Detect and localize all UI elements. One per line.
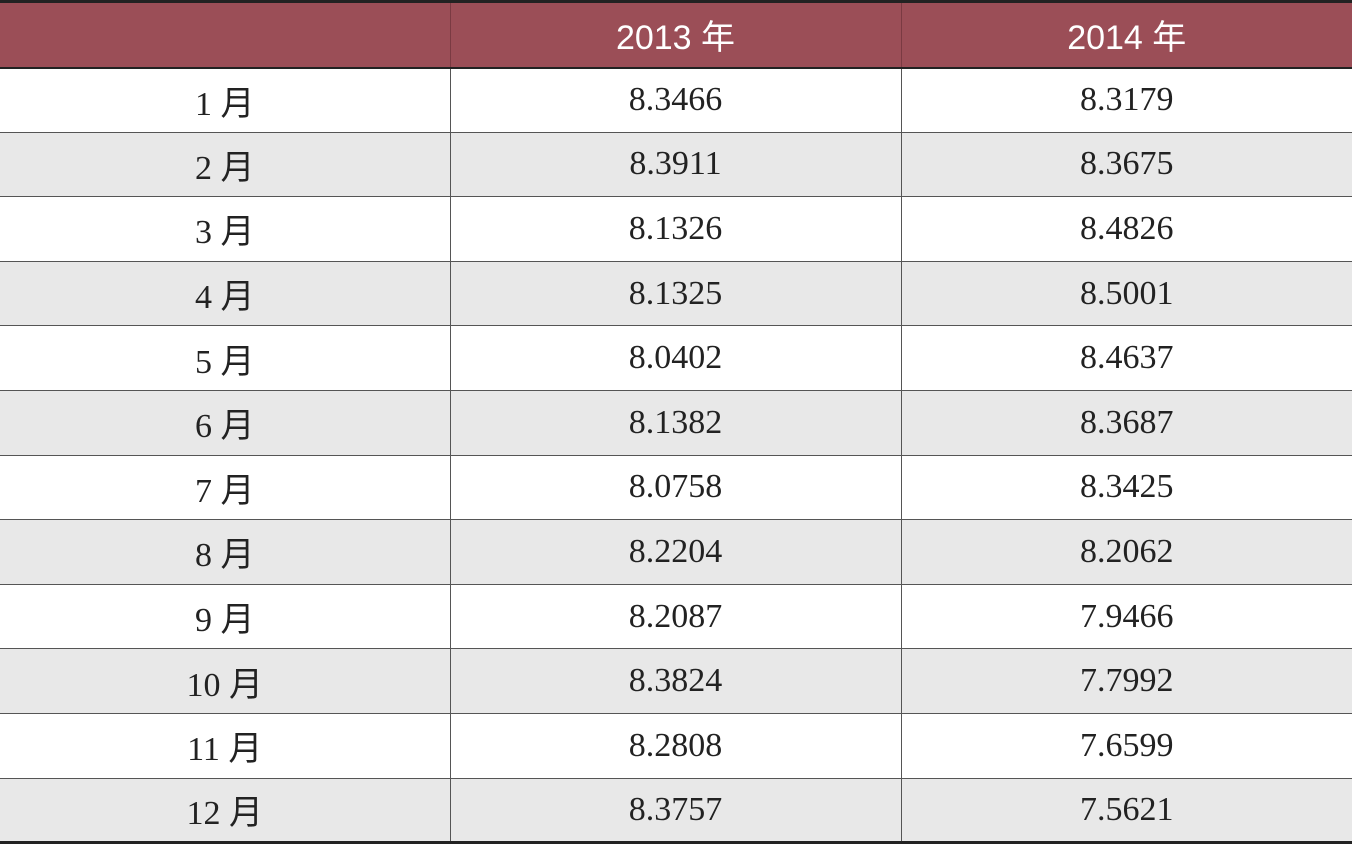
value-2013-cell: 8.0402 bbox=[449, 325, 901, 391]
value-2014-cell: 8.3179 bbox=[900, 67, 1352, 133]
table-body: 1 月 8.3466 8.3179 2 月 8.3911 8.3675 3 月 … bbox=[0, 67, 1352, 844]
month-cell: 3 月 bbox=[0, 196, 450, 262]
header-cell-month bbox=[0, 0, 450, 69]
month-cell: 4 月 bbox=[0, 261, 450, 327]
value-2013-cell: 8.0758 bbox=[449, 455, 901, 521]
value-2014-cell: 8.3675 bbox=[900, 132, 1352, 198]
table-row: 2 月 8.3911 8.3675 bbox=[0, 132, 1352, 198]
month-cell: 5 月 bbox=[0, 325, 450, 391]
month-cell: 10 月 bbox=[0, 648, 450, 714]
table-row: 4 月 8.1325 8.5001 bbox=[0, 261, 1352, 327]
table-row: 10 月 8.3824 7.7992 bbox=[0, 648, 1352, 714]
value-2014-cell: 8.2062 bbox=[900, 519, 1352, 585]
value-2013-cell: 8.1325 bbox=[449, 261, 901, 327]
table-row: 9 月 8.2087 7.9466 bbox=[0, 584, 1352, 650]
month-cell: 9 月 bbox=[0, 584, 450, 650]
value-2013-cell: 8.3466 bbox=[449, 67, 901, 133]
value-2014-cell: 7.9466 bbox=[900, 584, 1352, 650]
month-cell: 7 月 bbox=[0, 455, 450, 521]
table-row: 5 月 8.0402 8.4637 bbox=[0, 325, 1352, 391]
month-cell: 2 月 bbox=[0, 132, 450, 198]
header-row: 2013 年 2014 年 bbox=[0, 0, 1352, 69]
value-2013-cell: 8.2087 bbox=[449, 584, 901, 650]
value-2014-cell: 8.4637 bbox=[900, 325, 1352, 391]
value-2013-cell: 8.1326 bbox=[449, 196, 901, 262]
value-2013-cell: 8.1382 bbox=[449, 390, 901, 456]
value-2014-cell: 8.3687 bbox=[900, 390, 1352, 456]
table-row: 3 月 8.1326 8.4826 bbox=[0, 196, 1352, 262]
header-cell-2014: 2014 年 bbox=[900, 0, 1352, 69]
month-cell: 8 月 bbox=[0, 519, 450, 585]
month-cell: 12 月 bbox=[0, 778, 450, 844]
month-cell: 11 月 bbox=[0, 713, 450, 779]
value-2013-cell: 8.3911 bbox=[449, 132, 901, 198]
header-cell-2013: 2013 年 bbox=[449, 0, 901, 69]
value-2014-cell: 8.4826 bbox=[900, 196, 1352, 262]
value-2013-cell: 8.2808 bbox=[449, 713, 901, 779]
table-header: 2013 年 2014 年 bbox=[0, 0, 1352, 69]
table-row: 6 月 8.1382 8.3687 bbox=[0, 390, 1352, 456]
value-2013-cell: 8.3824 bbox=[449, 648, 901, 714]
value-2014-cell: 8.5001 bbox=[900, 261, 1352, 327]
value-2014-cell: 7.6599 bbox=[900, 713, 1352, 779]
table-row: 11 月 8.2808 7.6599 bbox=[0, 713, 1352, 779]
month-cell: 6 月 bbox=[0, 390, 450, 456]
value-2013-cell: 8.2204 bbox=[449, 519, 901, 585]
value-2014-cell: 8.3425 bbox=[900, 455, 1352, 521]
table-row: 7 月 8.0758 8.3425 bbox=[0, 455, 1352, 521]
table-row: 12 月 8.3757 7.5621 bbox=[0, 778, 1352, 844]
value-2014-cell: 7.5621 bbox=[900, 778, 1352, 844]
table-row: 1 月 8.3466 8.3179 bbox=[0, 67, 1352, 133]
value-2014-cell: 7.7992 bbox=[900, 648, 1352, 714]
value-2013-cell: 8.3757 bbox=[449, 778, 901, 844]
month-cell: 1 月 bbox=[0, 67, 450, 133]
table-row: 8 月 8.2204 8.2062 bbox=[0, 519, 1352, 585]
